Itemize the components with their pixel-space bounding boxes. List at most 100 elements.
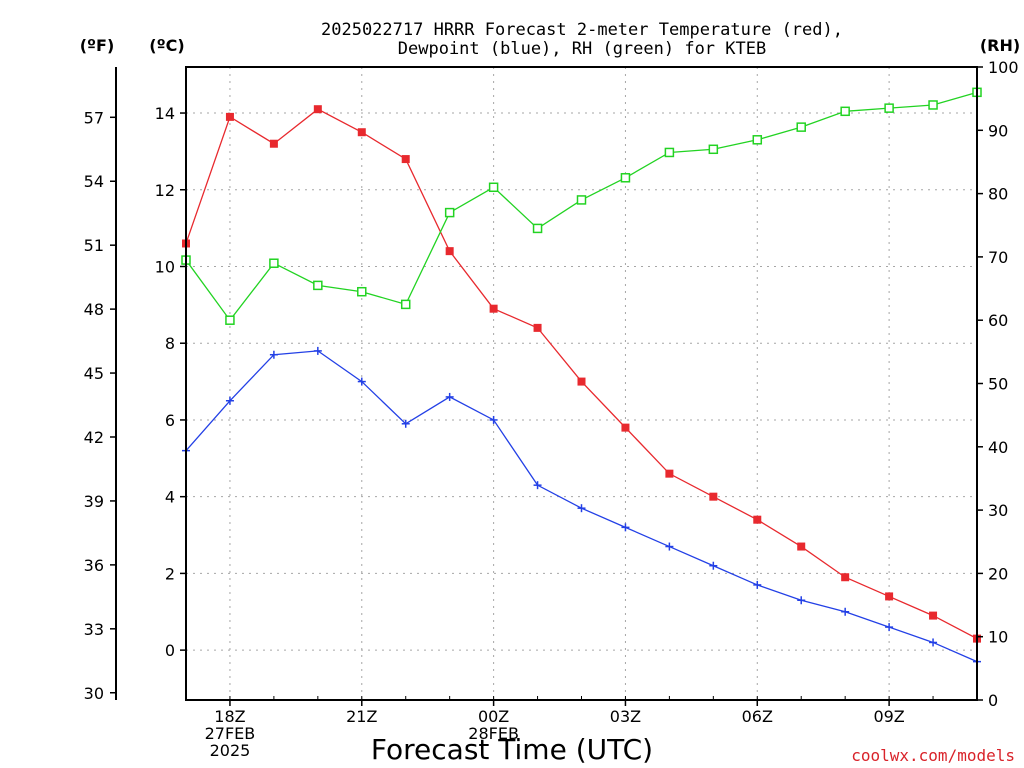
temperature-point: [621, 423, 630, 432]
fahrenheit-tick-label: 36: [84, 556, 104, 575]
source-credit: coolwx.com/models: [851, 746, 1015, 765]
rh-point: [444, 207, 455, 218]
rh-tick-label: 40: [988, 438, 1008, 457]
dewpoint-point: [753, 580, 762, 589]
dewpoint-point: [841, 607, 850, 616]
temperature-series: [182, 105, 981, 643]
temperature-line: [185, 108, 978, 640]
celsius-tick-label: 6: [165, 411, 175, 430]
rh-tick-label: 50: [988, 375, 1008, 394]
dewpoint-point: [885, 623, 894, 632]
dewpoint-point: [797, 596, 806, 605]
rh-point: [840, 106, 850, 117]
chart-title-line-1: 2025022717 HRRR Forecast 2-meter Tempera…: [321, 20, 843, 40]
rh-point: [664, 147, 675, 158]
rh-point: [884, 103, 894, 113]
temperature-point: [929, 611, 938, 620]
dewpoint-point: [269, 350, 278, 359]
fahrenheit-tick-label: 48: [84, 300, 104, 319]
fahrenheit-tick-label: 39: [84, 492, 104, 511]
dewpoint-point: [929, 638, 938, 647]
celsius-unit-label: (ºC): [149, 36, 184, 55]
temperature-point: [401, 155, 410, 164]
temperature-point: [533, 323, 542, 332]
temperature-point: [357, 128, 366, 137]
x-tick-label: 28FEB: [468, 724, 519, 743]
dewpoint-point: [577, 504, 586, 513]
x-tick-label: 03Z: [610, 707, 641, 726]
fahrenheit-tick-label: 51: [84, 236, 104, 255]
rh-point: [620, 173, 631, 183]
x-tick-label: 18Z: [214, 707, 245, 726]
temperature-point: [489, 304, 498, 313]
rh-tick-label: 70: [988, 248, 1008, 267]
axes: [110, 66, 983, 706]
celsius-tick-label: 12: [155, 181, 175, 200]
rh-tick-label: 0: [988, 691, 998, 710]
celsius-tick-label: 14: [155, 104, 175, 123]
dewpoint-point: [357, 377, 366, 386]
dewpoint-point: [489, 415, 498, 424]
temperature-point: [313, 105, 322, 114]
temperature-point: [577, 377, 586, 386]
celsius-tick-label: 0: [165, 641, 175, 660]
celsius-tick-label: 8: [165, 334, 175, 353]
rh-point: [576, 195, 587, 205]
temperature-point: [225, 112, 234, 121]
rh-tick-label: 90: [988, 121, 1008, 140]
rh-tick-label: 10: [988, 628, 1008, 647]
fahrenheit-unit-label: (ºF): [80, 36, 115, 55]
fahrenheit-tick-label: 33: [84, 620, 104, 639]
rh-point: [796, 122, 806, 132]
x-tick-label: 2025: [210, 741, 251, 760]
temperature-point: [709, 492, 718, 501]
x-tick-label: 21Z: [346, 707, 377, 726]
x-tick-label: 06Z: [742, 707, 773, 726]
rh-point: [269, 258, 279, 268]
dewpoint-point: [401, 419, 410, 428]
dewpoint-point: [533, 481, 542, 490]
rh-point: [225, 315, 235, 325]
rh-point: [708, 144, 719, 155]
dewpoint-point: [225, 396, 234, 405]
temperature-point: [665, 469, 674, 478]
temperature-point: [885, 592, 894, 601]
rh-point: [752, 135, 763, 145]
temperature-point: [797, 542, 806, 551]
chart-title-line-2: Dewpoint (blue), RH (green) for KTEB: [398, 39, 766, 59]
dewpoint-point: [665, 542, 674, 551]
x-axis-label: Forecast Time (UTC): [371, 733, 653, 766]
celsius-tick-label: 2: [165, 564, 175, 583]
dewpoint-point: [313, 346, 322, 355]
fahrenheit-tick-label: 30: [84, 684, 104, 703]
rh-tick-label: 60: [988, 311, 1008, 330]
rh-point: [488, 182, 499, 193]
celsius-tick-label: 10: [155, 257, 175, 276]
x-tick-label: 00Z: [478, 707, 509, 726]
fahrenheit-tick-label: 45: [84, 364, 104, 383]
rh-tick-label: 100: [988, 58, 1019, 77]
rh-point: [928, 100, 938, 110]
celsius-tick-label: 4: [165, 488, 175, 507]
rh-tick-label: 20: [988, 564, 1008, 583]
temperature-point: [753, 515, 762, 524]
rh-tick-label: 30: [988, 501, 1008, 520]
rh-series: [181, 87, 982, 325]
fahrenheit-tick-label: 54: [84, 172, 104, 191]
rh-point: [400, 299, 411, 310]
x-tick-label: 27FEB: [205, 724, 256, 743]
rh-point: [313, 280, 323, 291]
x-tick-label: 09Z: [873, 707, 904, 726]
temperature-point: [269, 139, 278, 148]
fahrenheit-tick-label: 57: [84, 108, 104, 127]
dewpoint-point: [621, 523, 630, 532]
rh-unit-label: (RH): [980, 36, 1020, 55]
dewpoint-point: [445, 392, 454, 401]
dewpoint-point: [709, 561, 718, 570]
rh-line: [185, 91, 978, 322]
temperature-point: [445, 247, 454, 256]
rh-tick-label: 80: [988, 185, 1008, 204]
rh-point: [532, 223, 543, 234]
